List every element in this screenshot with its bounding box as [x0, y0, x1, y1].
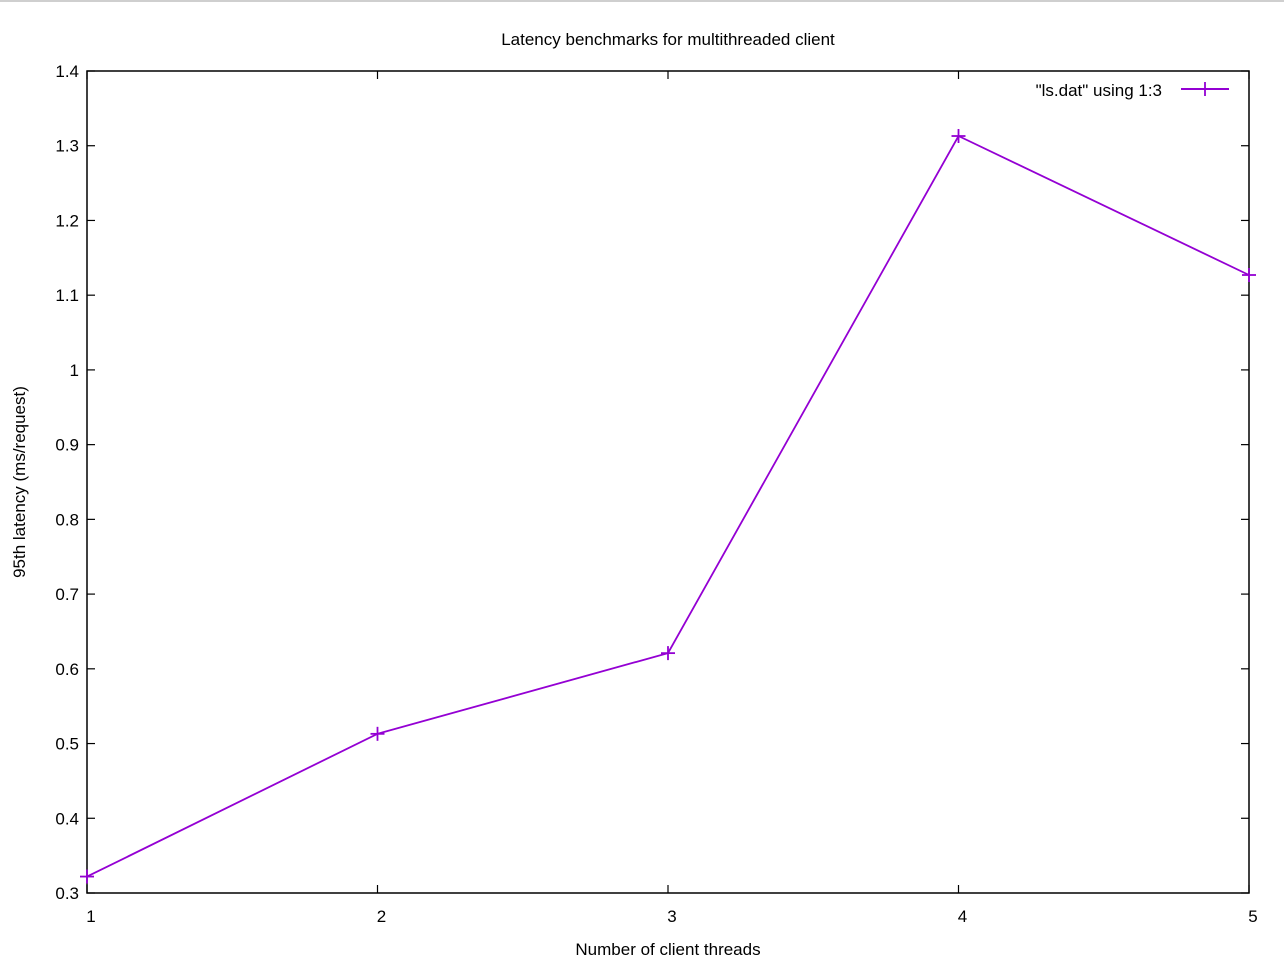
y-axis-ticks: 0.3 0.4 0.5 0.6 0.7 0.8 0.9 1 1.1 1.2 1.3 1.4 — [55, 62, 1249, 903]
legend-label: "ls.dat" using 1:3 — [1036, 81, 1162, 100]
chart-title: Latency benchmarks for multithreaded cli… — [501, 30, 835, 49]
x-axis-ticks: 1 2 3 4 5 — [86, 71, 1258, 926]
y-tick-label: 0.5 — [55, 735, 79, 754]
x-tick-label: 1 — [86, 907, 95, 926]
series-group — [80, 129, 1256, 884]
x-tick-label: 3 — [667, 907, 676, 926]
y-tick-label: 0.3 — [55, 884, 79, 903]
y-tick-label: 1.4 — [55, 62, 79, 81]
plot-frame — [86, 70, 1250, 894]
data-point-marker — [1242, 268, 1256, 283]
x-tick-label: 2 — [377, 907, 386, 926]
x-tick-label: 5 — [1248, 907, 1257, 926]
x-axis-label: Number of client threads — [575, 940, 760, 959]
legend: "ls.dat" using 1:3 — [1036, 81, 1229, 100]
y-tick-label: 1.1 — [55, 286, 79, 305]
data-point-marker — [370, 726, 385, 741]
legend-plus-marker — [1198, 82, 1212, 96]
y-tick-label: 0.9 — [55, 436, 79, 455]
x-tick-label: 4 — [958, 907, 967, 926]
data-point-marker — [951, 129, 966, 144]
window-top-edge — [0, 0, 1284, 2]
y-tick-label: 0.7 — [55, 585, 79, 604]
y-tick-label: 1 — [70, 361, 79, 380]
y-tick-label: 1.3 — [55, 137, 79, 156]
series-line — [86, 134, 1250, 878]
y-axis-label: 95th latency (ms/request) — [10, 386, 29, 578]
y-tick-label: 1.2 — [55, 211, 79, 230]
y-tick-label: 0.6 — [55, 660, 79, 679]
y-tick-label: 0.8 — [55, 510, 79, 529]
legend-marker — [1198, 82, 1212, 96]
y-tick-label: 0.4 — [55, 809, 79, 828]
data-point-marker — [661, 646, 675, 661]
data-point-marker — [80, 869, 94, 884]
